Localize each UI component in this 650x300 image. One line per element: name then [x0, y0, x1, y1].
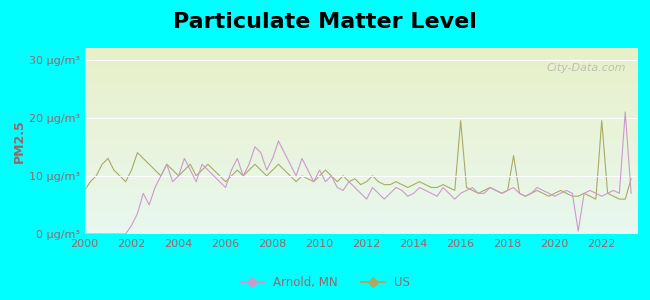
Text: City-Data.com: City-Data.com — [547, 63, 626, 73]
Y-axis label: PM2.5: PM2.5 — [13, 119, 26, 163]
Text: Particulate Matter Level: Particulate Matter Level — [173, 12, 477, 32]
Legend: Arnold, MN, US: Arnold, MN, US — [235, 272, 415, 294]
